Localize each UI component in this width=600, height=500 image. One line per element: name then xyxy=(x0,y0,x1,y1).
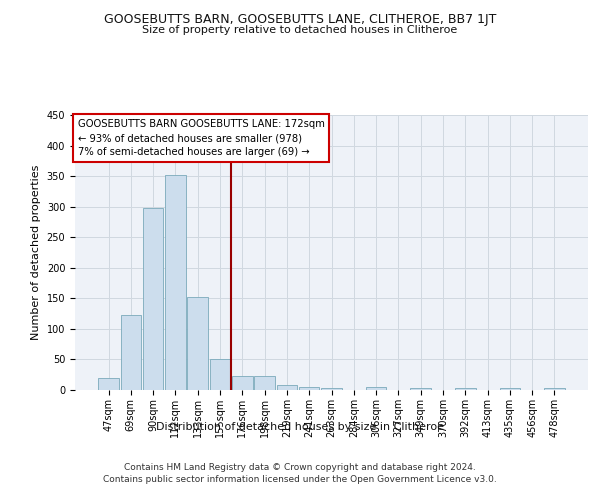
Text: Distribution of detached houses by size in Clitheroe: Distribution of detached houses by size … xyxy=(156,422,444,432)
Bar xyxy=(277,385,297,390)
Text: Size of property relative to detached houses in Clitheroe: Size of property relative to detached ho… xyxy=(142,25,458,35)
Bar xyxy=(544,388,565,390)
Bar xyxy=(210,360,230,390)
Bar xyxy=(232,376,253,390)
Text: Contains HM Land Registry data © Crown copyright and database right 2024.
Contai: Contains HM Land Registry data © Crown c… xyxy=(103,462,497,484)
Bar xyxy=(299,387,319,390)
Text: GOOSEBUTTS BARN GOOSEBUTTS LANE: 172sqm
← 93% of detached houses are smaller (97: GOOSEBUTTS BARN GOOSEBUTTS LANE: 172sqm … xyxy=(77,119,325,157)
Y-axis label: Number of detached properties: Number of detached properties xyxy=(31,165,41,340)
Bar xyxy=(500,388,520,390)
Bar xyxy=(254,376,275,390)
Bar xyxy=(187,297,208,390)
Text: GOOSEBUTTS BARN, GOOSEBUTTS LANE, CLITHEROE, BB7 1JT: GOOSEBUTTS BARN, GOOSEBUTTS LANE, CLITHE… xyxy=(104,12,496,26)
Bar xyxy=(121,316,141,390)
Bar xyxy=(455,388,476,390)
Bar xyxy=(143,208,163,390)
Bar xyxy=(165,175,186,390)
Bar xyxy=(366,387,386,390)
Bar xyxy=(321,388,342,390)
Bar xyxy=(98,378,119,390)
Bar xyxy=(410,388,431,390)
